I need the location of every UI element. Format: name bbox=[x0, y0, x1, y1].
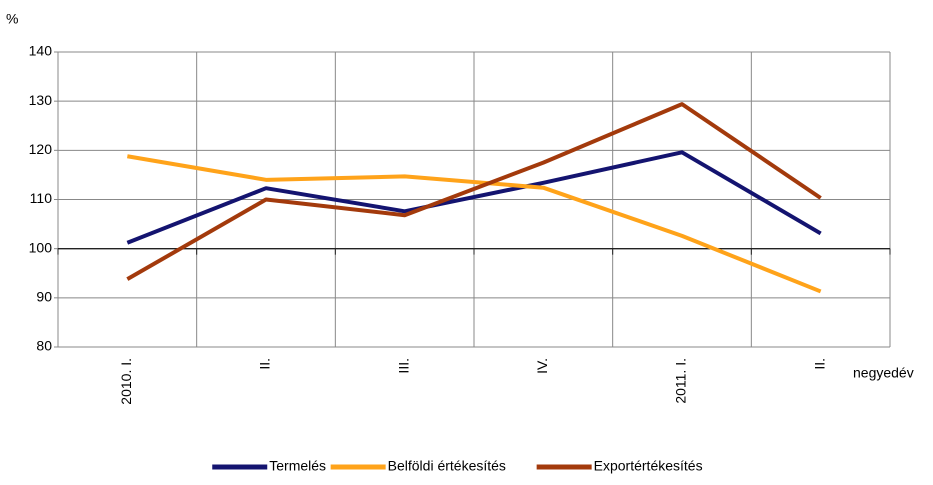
x-tick-label: 2011. I. bbox=[673, 358, 689, 404]
x-tick-label: II. bbox=[257, 358, 273, 370]
y-tick-label: 80 bbox=[36, 338, 52, 354]
series-line bbox=[126, 150, 822, 245]
x-tick-label: 2010. I. bbox=[118, 358, 134, 405]
y-tick-label: 110 bbox=[30, 190, 53, 206]
y-axis-label: % bbox=[6, 11, 18, 27]
legend-label: Exportértékesítés bbox=[594, 458, 703, 474]
y-tick-label: 130 bbox=[29, 92, 53, 108]
x-axis-label: negyedév bbox=[853, 365, 914, 381]
x-tick-label: III. bbox=[395, 358, 411, 374]
series-line bbox=[126, 102, 822, 281]
legend-label: Termelés bbox=[269, 458, 326, 474]
x-tick-label: II. bbox=[811, 358, 827, 370]
x-tick-label: IV. bbox=[534, 358, 550, 374]
legend-label: Belföldi értékesítés bbox=[388, 458, 506, 474]
y-tick-label: 90 bbox=[36, 289, 52, 305]
y-tick-label: 120 bbox=[29, 141, 53, 157]
y-tick-label: 140 bbox=[29, 43, 53, 59]
y-tick-label: 100 bbox=[29, 239, 53, 255]
series-line bbox=[126, 154, 822, 294]
